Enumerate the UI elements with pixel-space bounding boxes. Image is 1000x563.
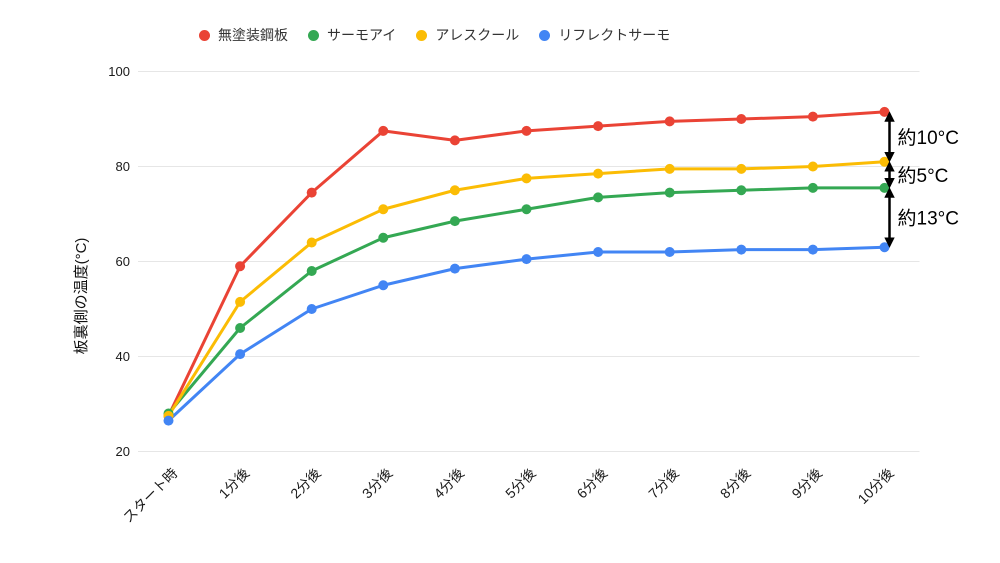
- annotation-label: 約10°C: [898, 127, 959, 149]
- data-point[interactable]: [306, 187, 317, 198]
- legend-label: 無塗装鋼板: [218, 27, 288, 43]
- x-tick-label: 7分後: [645, 465, 682, 502]
- data-point[interactable]: [664, 116, 675, 127]
- annotation-label: 約5°C: [898, 165, 949, 187]
- data-point[interactable]: [378, 204, 389, 215]
- data-point[interactable]: [163, 415, 174, 426]
- legend-item-series-1[interactable]: サーモアイ: [308, 25, 396, 45]
- annotation-label: 約13°C: [898, 208, 959, 230]
- legend-swatch-icon: [308, 29, 319, 41]
- data-point[interactable]: [664, 187, 675, 198]
- x-tick-label: 8分後: [717, 465, 754, 502]
- data-point[interactable]: [378, 232, 389, 243]
- data-point[interactable]: [235, 261, 246, 272]
- legend-label: リフレクトサーモ: [558, 27, 671, 43]
- data-point[interactable]: [879, 242, 890, 253]
- data-point[interactable]: [521, 204, 532, 215]
- y-tick-label: 60: [116, 254, 130, 269]
- y-tick-label: 100: [108, 64, 130, 79]
- data-point[interactable]: [593, 192, 604, 203]
- y-tick-label: 40: [116, 349, 130, 364]
- data-point[interactable]: [736, 244, 747, 255]
- legend-swatch-icon: [199, 29, 210, 41]
- data-point[interactable]: [378, 280, 389, 291]
- data-point[interactable]: [235, 349, 246, 360]
- data-point[interactable]: [235, 323, 246, 333]
- data-point[interactable]: [449, 135, 460, 146]
- legend-label: サーモアイ: [327, 27, 397, 43]
- data-point[interactable]: [521, 254, 532, 265]
- y-tick-label: 20: [116, 444, 130, 459]
- data-point[interactable]: [378, 125, 389, 136]
- data-point[interactable]: [664, 247, 675, 257]
- data-point[interactable]: [807, 182, 818, 193]
- x-tick-label: 5分後: [502, 465, 539, 502]
- data-point[interactable]: [521, 125, 532, 136]
- y-tick-label: 80: [116, 159, 130, 174]
- x-tick-label: スタート時: [120, 465, 181, 526]
- series-line: [167, 160, 886, 418]
- data-point[interactable]: [306, 304, 317, 314]
- data-point[interactable]: [449, 185, 460, 196]
- data-point[interactable]: [235, 296, 246, 307]
- data-point[interactable]: [879, 182, 890, 193]
- legend-item-series-3[interactable]: リフレクトサーモ: [539, 25, 670, 45]
- data-point[interactable]: [807, 111, 818, 122]
- data-point[interactable]: [593, 168, 604, 179]
- data-point[interactable]: [807, 161, 818, 172]
- legend-swatch-icon: [416, 29, 428, 41]
- legend-swatch-icon: [539, 29, 551, 41]
- legend-label: アレスクール: [435, 27, 520, 43]
- x-tick-label: 2分後: [287, 465, 324, 502]
- data-point[interactable]: [807, 244, 818, 255]
- data-point[interactable]: [306, 266, 317, 276]
- x-tick-label: 6分後: [574, 465, 611, 502]
- x-tick-label: 3分後: [359, 465, 396, 502]
- data-point[interactable]: [521, 173, 532, 184]
- data-point[interactable]: [449, 216, 460, 227]
- data-point[interactable]: [664, 163, 675, 174]
- x-tick-label: 9分後: [788, 465, 825, 502]
- x-tick-label: 4分後: [430, 465, 467, 502]
- data-point[interactable]: [736, 163, 747, 174]
- data-point[interactable]: [593, 121, 604, 132]
- legend-item-series-2[interactable]: アレスクール: [416, 25, 519, 45]
- data-point[interactable]: [736, 114, 747, 124]
- data-point[interactable]: [449, 263, 460, 274]
- legend: 無塗装鋼板 サーモアイ アレスクール リフレクトサーモ: [199, 25, 670, 45]
- legend-item-series-0[interactable]: 無塗装鋼板: [199, 25, 288, 45]
- series-line: [167, 186, 886, 415]
- data-point[interactable]: [593, 247, 604, 257]
- data-point[interactable]: [736, 185, 747, 196]
- data-point[interactable]: [306, 237, 317, 248]
- x-tick-label: 10分後: [854, 465, 896, 507]
- data-point[interactable]: [879, 106, 890, 117]
- x-tick-label: 1分後: [216, 465, 253, 502]
- data-point[interactable]: [879, 156, 890, 167]
